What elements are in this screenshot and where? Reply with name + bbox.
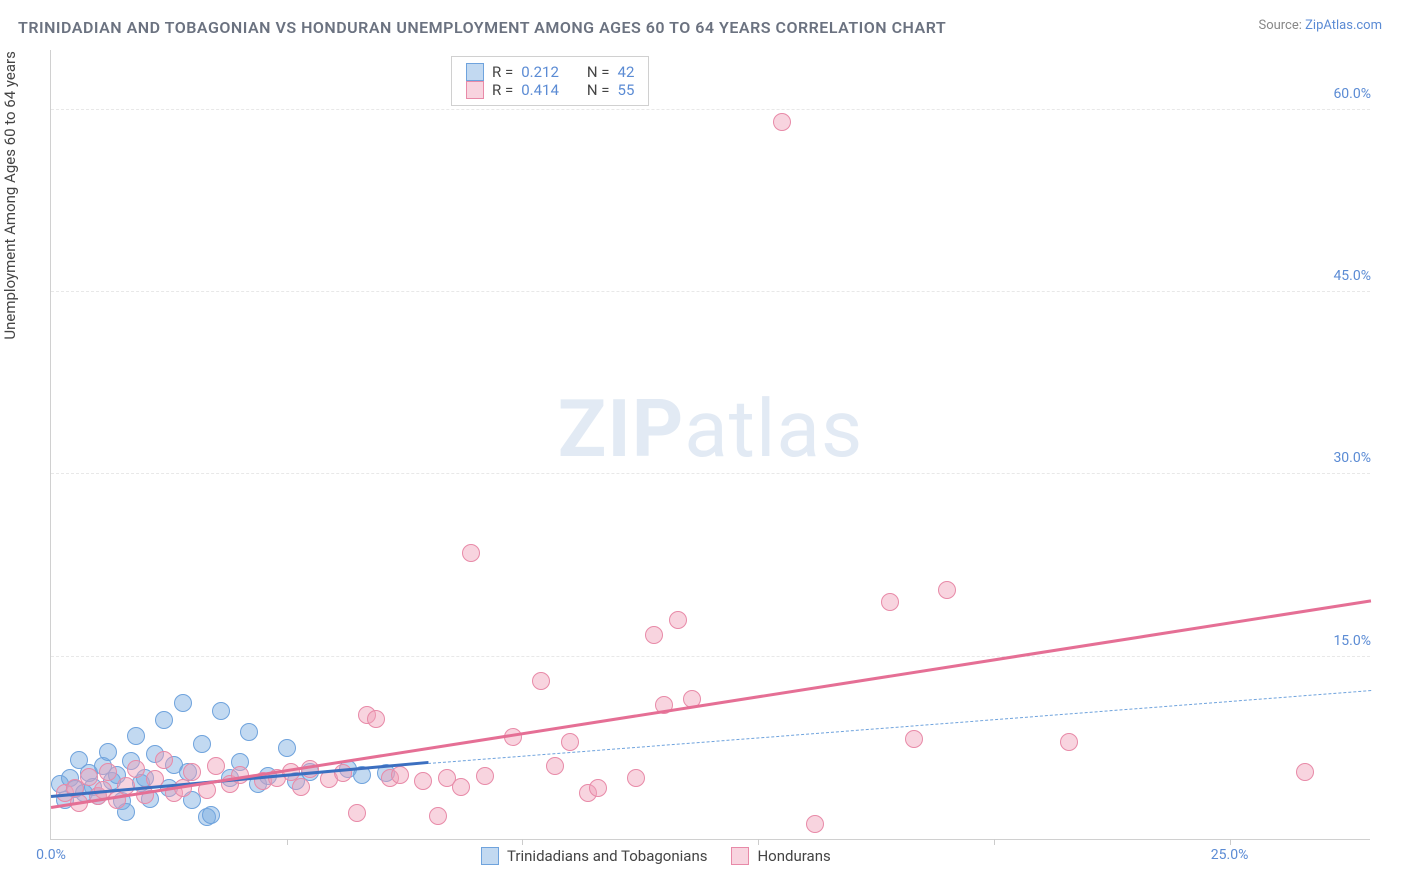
scatter-point: [806, 815, 824, 833]
scatter-point: [546, 757, 564, 775]
legend-label: Trinidadians and Tobagonians: [507, 847, 707, 865]
scatter-point: [452, 778, 470, 796]
x-tick-label: 0.0%: [36, 847, 66, 863]
scatter-point: [462, 544, 480, 562]
scatter-point: [348, 804, 366, 822]
legend-swatch: [731, 847, 749, 865]
trend-line: [51, 600, 1371, 809]
legend-swatch: [481, 847, 499, 865]
y-tick-label: 60.0%: [1329, 86, 1375, 102]
series-legend: Trinidadians and Tobagonians Hondurans: [481, 847, 831, 865]
r-label: R =: [492, 81, 513, 99]
scatter-point: [127, 727, 145, 745]
source-link[interactable]: ZipAtlas.com: [1305, 18, 1382, 33]
legend-label: Hondurans: [757, 847, 830, 865]
scatter-point: [127, 760, 145, 778]
scatter-point: [561, 733, 579, 751]
scatter-point: [183, 763, 201, 781]
r-value: 0.212: [521, 63, 559, 81]
scatter-point: [391, 766, 409, 784]
gridline: [51, 656, 1370, 657]
series-swatch: [466, 63, 484, 81]
stats-row: R = 0.212 N = 42: [466, 63, 634, 81]
r-label: R =: [492, 63, 513, 81]
scatter-point: [99, 763, 117, 781]
scatter-point: [292, 778, 310, 796]
scatter-point: [589, 779, 607, 797]
scatter-point: [207, 757, 225, 775]
gridline: [51, 291, 1370, 292]
scatter-point: [429, 807, 447, 825]
n-label: N =: [587, 63, 610, 81]
scatter-point: [80, 768, 98, 786]
x-tick-mark: [287, 839, 288, 845]
scatter-point: [627, 769, 645, 787]
scatter-point: [278, 739, 296, 757]
x-tick-label: 25.0%: [1211, 847, 1249, 863]
n-label: N =: [587, 81, 610, 99]
x-tick-mark: [994, 839, 995, 845]
source-attribution: Source: ZipAtlas.com: [1258, 18, 1382, 33]
scatter-point: [669, 611, 687, 629]
scatter-point: [1060, 733, 1078, 751]
scatter-point: [155, 751, 173, 769]
scatter-point: [155, 711, 173, 729]
legend-item: Hondurans: [731, 847, 830, 865]
y-tick-label: 30.0%: [1329, 450, 1375, 466]
scatter-point: [240, 723, 258, 741]
stats-row: R = 0.414 N = 55: [466, 81, 634, 99]
y-tick-label: 15.0%: [1329, 633, 1375, 649]
gridline: [51, 109, 1370, 110]
scatter-point: [645, 626, 663, 644]
scatter-plot: ZIPatlas R =0.212N =42R =0.414N =55 Trin…: [50, 50, 1370, 840]
x-tick-mark: [522, 839, 523, 845]
watermark-atlas: atlas: [684, 382, 863, 476]
scatter-point: [367, 710, 385, 728]
watermark: ZIPatlas: [558, 382, 863, 476]
scatter-point: [881, 593, 899, 611]
r-value: 0.414: [521, 81, 559, 99]
chart-title: TRINIDADIAN AND TOBAGONIAN VS HONDURAN U…: [18, 18, 946, 37]
watermark-zip: ZIP: [558, 382, 685, 476]
scatter-point: [414, 772, 432, 790]
scatter-point: [938, 581, 956, 599]
scatter-point: [532, 672, 550, 690]
x-tick-mark: [1230, 839, 1231, 845]
n-value: 42: [618, 63, 635, 81]
scatter-point: [1296, 763, 1314, 781]
n-value: 55: [618, 81, 635, 99]
scatter-point: [193, 735, 211, 753]
scatter-point: [99, 743, 117, 761]
scatter-point: [773, 113, 791, 131]
y-axis-label: Unemployment Among Ages 60 to 64 years: [1, 51, 19, 339]
scatter-point: [117, 777, 135, 795]
scatter-point: [202, 806, 220, 824]
gridline: [51, 473, 1370, 474]
series-swatch: [466, 81, 484, 99]
scatter-point: [476, 767, 494, 785]
source-prefix: Source:: [1258, 18, 1305, 33]
scatter-point: [905, 730, 923, 748]
correlation-stats-box: R = 0.212 N = 42 R = 0.414 N = 55: [451, 56, 649, 106]
x-tick-mark: [758, 839, 759, 845]
scatter-point: [212, 702, 230, 720]
y-tick-label: 45.0%: [1329, 268, 1375, 284]
scatter-point: [174, 694, 192, 712]
legend-item: Trinidadians and Tobagonians: [481, 847, 707, 865]
